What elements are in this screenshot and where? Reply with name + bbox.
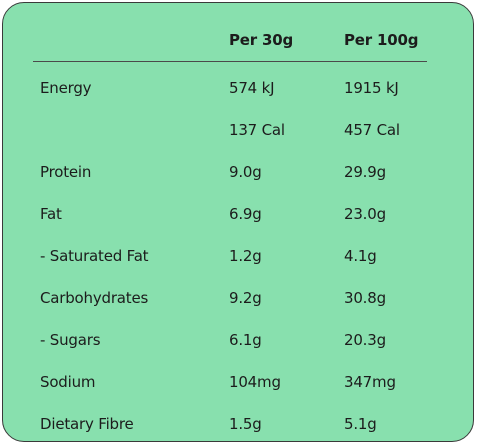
- value-per-30g: 104mg: [229, 373, 281, 391]
- nutrition-panel: Per 30g Per 100g Energy 574 kJ 1915 kJ 1…: [2, 2, 474, 442]
- table-row: Carbohydrates 9.2g 30.8g: [3, 287, 473, 309]
- value-per-30g: 1.2g: [229, 247, 262, 265]
- nutrient-name: Sodium: [40, 373, 96, 391]
- nutrient-name: Protein: [40, 163, 92, 181]
- value-per-30g: 9.0g: [229, 163, 262, 181]
- table-row: Protein 9.0g 29.9g: [3, 161, 473, 183]
- value-per-100g: 457 Cal: [344, 121, 400, 139]
- value-per-30g: 6.1g: [229, 331, 262, 349]
- value-per-100g: 347mg: [344, 373, 396, 391]
- value-per-100g: 20.3g: [344, 331, 386, 349]
- nutrient-name: Fat: [40, 205, 62, 223]
- table-row: - Sugars 6.1g 20.3g: [3, 329, 473, 351]
- nutrient-name: - Sugars: [40, 331, 101, 349]
- header-divider: [33, 61, 427, 62]
- nutrient-name: Energy: [40, 79, 92, 97]
- table-row: Energy 574 kJ 1915 kJ: [3, 77, 473, 99]
- table-row: Sodium 104mg 347mg: [3, 371, 473, 393]
- nutrient-name: Carbohydrates: [40, 289, 149, 307]
- nutrient-name: Dietary Fibre: [40, 415, 134, 433]
- table-row: - Saturated Fat 1.2g 4.1g: [3, 245, 473, 267]
- table-row: 137 Cal 457 Cal: [3, 119, 473, 141]
- column-header-per-100g: Per 100g: [344, 31, 419, 49]
- value-per-100g: 29.9g: [344, 163, 386, 181]
- value-per-100g: 30.8g: [344, 289, 386, 307]
- column-header-per-30g: Per 30g: [229, 31, 293, 49]
- value-per-100g: 1915 kJ: [344, 79, 399, 97]
- value-per-30g: 137 Cal: [229, 121, 285, 139]
- value-per-30g: 6.9g: [229, 205, 262, 223]
- value-per-100g: 5.1g: [344, 415, 377, 433]
- table-row: Dietary Fibre 1.5g 5.1g: [3, 413, 473, 435]
- value-per-100g: 23.0g: [344, 205, 386, 223]
- value-per-30g: 1.5g: [229, 415, 262, 433]
- value-per-30g: 574 kJ: [229, 79, 275, 97]
- value-per-100g: 4.1g: [344, 247, 377, 265]
- table-header: Per 30g Per 100g: [3, 29, 473, 51]
- value-per-30g: 9.2g: [229, 289, 262, 307]
- table-row: Fat 6.9g 23.0g: [3, 203, 473, 225]
- nutrient-name: - Saturated Fat: [40, 247, 149, 265]
